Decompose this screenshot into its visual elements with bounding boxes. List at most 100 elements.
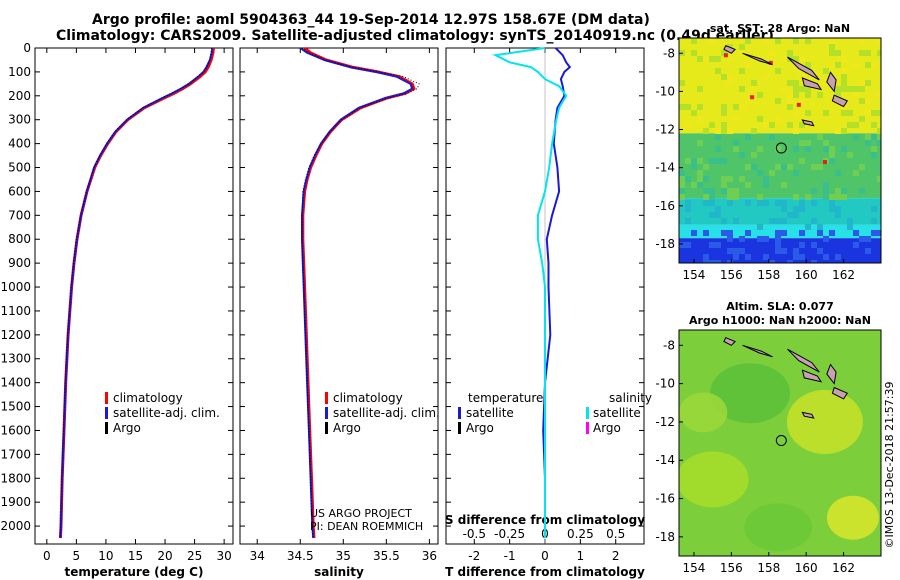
diff-series-1: [492, 47, 568, 538]
sst-pixel: [775, 146, 781, 152]
sla-blob: [710, 363, 791, 424]
sst-pixel: [841, 74, 847, 80]
temperature-legend-label: Argo: [113, 421, 141, 435]
sst-pixel: [805, 92, 811, 98]
sst-pixel: [799, 254, 805, 260]
sst-pixel: [739, 44, 745, 50]
sst-pixel: [727, 176, 733, 182]
sst-pixel: [793, 86, 799, 92]
sla_map-ytick-label: -14: [655, 453, 675, 467]
sst-pixel: [805, 110, 811, 116]
sst-pixel: [715, 260, 721, 263]
sst-pixel: [715, 56, 721, 62]
sst-pixel: [841, 68, 847, 74]
sst-pixel: [775, 164, 781, 170]
salinity-xtick-label: 35: [336, 549, 351, 563]
sst-pixel: [841, 86, 847, 92]
sst-pixel: [781, 182, 787, 188]
island-shape: [826, 71, 837, 93]
temperature-legend-label: climatology: [113, 391, 183, 405]
sst-pixel: [751, 86, 757, 92]
sst-pixel: [775, 242, 781, 248]
sst-pixel: [859, 116, 865, 122]
sst-pixel: [775, 98, 781, 104]
sst-pixel: [703, 128, 709, 134]
sst-pixel: [757, 116, 763, 122]
sst-pixel: [841, 80, 847, 86]
sst-pixel: [715, 146, 721, 152]
sst-pixel: [691, 230, 697, 236]
sst-pixel: [727, 188, 733, 194]
sst-pixel: [799, 200, 805, 206]
sst-pixel: [763, 182, 769, 188]
sst-pixel: [757, 224, 763, 230]
sst-pixel: [691, 50, 697, 56]
salinity-xlabel: salinity: [314, 565, 364, 579]
depth-tick-label: 1200: [0, 328, 31, 342]
sst-pixel: [703, 200, 709, 206]
sst-pixel: [727, 80, 733, 86]
sst-pixel: [679, 80, 685, 86]
sst-pixel: [709, 188, 715, 194]
sst-pixel: [829, 194, 835, 200]
sst-pixel: [835, 62, 841, 68]
sst_map-xtick-label: 156: [720, 268, 743, 282]
island-shape: [787, 56, 820, 81]
differences-xtick-label: -1: [504, 549, 516, 563]
sst-pixel: [829, 200, 835, 206]
sst-pixel: [763, 236, 769, 242]
sst-pixel: [739, 176, 745, 182]
sst-pixel: [853, 134, 859, 140]
sst-pixel: [745, 182, 751, 188]
sst-pixel: [721, 104, 727, 110]
salinity-legend-label: satellite-adj. clim.: [333, 406, 440, 420]
sla_map-xtick-label: 156: [720, 561, 743, 575]
sst-pixel: [793, 92, 799, 98]
imos-watermark: ©IMOS 13-Dec-2018 21:57:39: [883, 382, 896, 549]
sst-pixel: [703, 254, 709, 260]
sst-pixel: [715, 212, 721, 218]
temperature-legend-swatch: [105, 392, 108, 404]
sst-pixel: [793, 170, 799, 176]
sst-pixel: [865, 98, 871, 104]
sst-pixel: [745, 98, 751, 104]
sst-pixel: [703, 164, 709, 170]
sst-pixel: [841, 128, 847, 134]
sst-pixel: [829, 146, 835, 152]
depth-tick-label: 400: [8, 137, 31, 151]
sst-pixel: [811, 200, 817, 206]
sst-pixel: [679, 194, 685, 200]
sla_map-xtick-label: 160: [795, 561, 818, 575]
sst-hot-pixel: [750, 95, 755, 100]
sla-blob: [826, 495, 879, 540]
sst-pixel: [811, 218, 817, 224]
sst-pixel: [709, 200, 715, 206]
sst-pixel: [799, 56, 805, 62]
depth-tick-label: 200: [8, 89, 31, 103]
sst-pixel: [733, 254, 739, 260]
sst-pixel: [853, 170, 859, 176]
sst-pixel: [769, 50, 775, 56]
sla_map-xtick-label: 158: [757, 561, 780, 575]
sst-pixel: [679, 182, 685, 188]
sst-pixel: [691, 182, 697, 188]
sst-pixel: [793, 206, 799, 212]
sst-pixel: [721, 218, 727, 224]
sst-pixel: [787, 80, 793, 86]
sst-pixel: [721, 110, 727, 116]
differences-xtick-label: 1: [577, 549, 585, 563]
sst-pixel: [805, 224, 811, 230]
sst-pixel: [799, 230, 805, 236]
sst-pixel: [877, 134, 881, 140]
sst-pixel: [715, 158, 721, 164]
sst-pixel: [751, 164, 757, 170]
salinity-xtick-label: 35.5: [373, 549, 400, 563]
sst-pixel: [727, 56, 733, 62]
temperature-xlabel: temperature (deg C): [65, 565, 204, 579]
temperature-xtick-label: 30: [216, 549, 231, 563]
sla-blob: [786, 389, 863, 454]
sst-pixel: [871, 218, 877, 224]
sst-pixel: [823, 236, 829, 242]
sst-pixel: [745, 230, 751, 236]
sst-hot-pixel: [723, 53, 728, 58]
